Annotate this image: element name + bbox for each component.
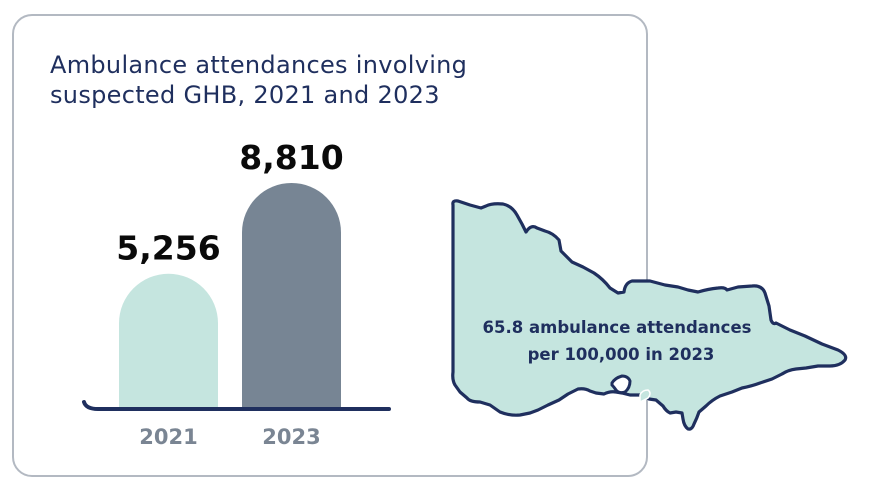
port-phillip-bay-icon <box>610 374 632 395</box>
x-tick-group: 2021 2023 <box>139 425 320 449</box>
value-label-group: 5,256 8,810 <box>116 138 343 268</box>
value-label-2021: 5,256 <box>116 229 220 268</box>
value-label-2023: 8,810 <box>239 138 343 177</box>
map-label-line-2: per 100,000 in 2023 <box>528 345 715 364</box>
x-tick-label-2021: 2021 <box>139 425 197 449</box>
chart-title-line-1: Ambulance attendances involving <box>50 51 468 79</box>
x-tick-label-2023: 2023 <box>262 425 320 449</box>
bar-group <box>119 182 341 408</box>
chart-title: Ambulance attendances involving suspecte… <box>50 50 467 110</box>
victoria-map: 65.8 ambulance attendances per 100,000 i… <box>451 199 848 431</box>
bar-2021 <box>119 273 218 408</box>
map-label-line-1: 65.8 ambulance attendances <box>483 318 752 337</box>
western-port-icon <box>639 389 651 404</box>
bar-2023 <box>242 182 341 408</box>
chart-title-line-2: suspected GHB, 2021 and 2023 <box>50 81 440 109</box>
victoria-map-icon <box>451 199 848 431</box>
x-axis-baseline <box>82 400 391 411</box>
